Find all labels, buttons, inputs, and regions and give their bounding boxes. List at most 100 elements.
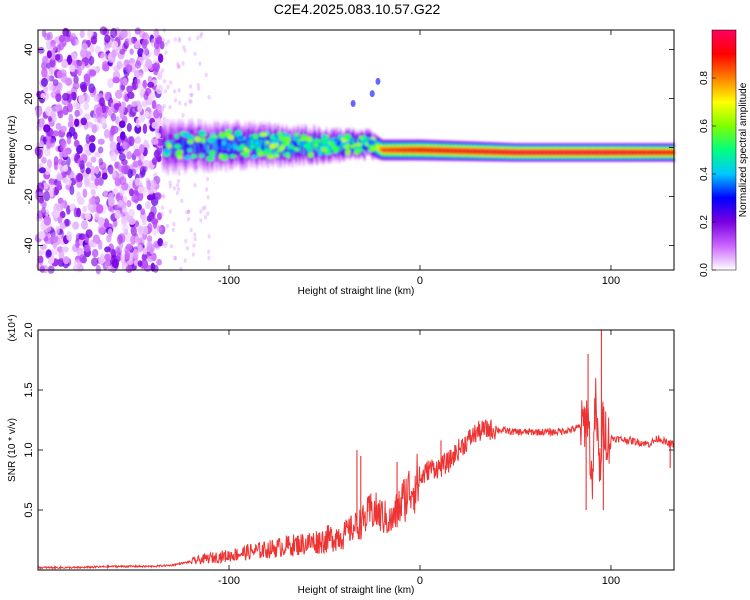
signal-blob: [320, 147, 328, 152]
noise-cell: [38, 167, 47, 174]
noise-cell: [196, 83, 200, 88]
noise-cell: [60, 60, 69, 69]
noise-cell: [50, 248, 58, 256]
noise-cell: [85, 167, 91, 175]
noise-cell: [37, 46, 45, 54]
noise-cell: [38, 190, 45, 200]
noise-cell: [45, 249, 52, 258]
signal-blob: [360, 138, 367, 145]
noise-cell: [43, 124, 51, 133]
noise-cell: [89, 44, 95, 53]
signal-blob: [354, 142, 363, 147]
noise-cell: [187, 209, 191, 214]
signal-cell: [181, 141, 184, 150]
noise-cell: [46, 159, 53, 169]
signal-cell: [588, 150, 590, 155]
noise-cell: [145, 201, 151, 210]
signal-cell: [666, 150, 668, 155]
signal-cell: [342, 143, 344, 150]
noise-cell: [130, 235, 136, 246]
signal-cell: [596, 150, 599, 155]
signal-cell: [415, 147, 417, 153]
signal-cell: [538, 150, 540, 155]
signal-cell: [610, 150, 612, 155]
signal-cell: [611, 150, 613, 155]
x-tick-label: 0: [417, 275, 423, 287]
signal-cell: [391, 147, 393, 153]
noise-cell: [93, 94, 99, 102]
noise-cell: [107, 196, 115, 207]
signal-cell: [429, 147, 431, 153]
noise-cell: [161, 242, 165, 247]
signal-cell: [582, 150, 585, 155]
noise-cell: [119, 48, 126, 55]
noise-cell: [115, 245, 121, 255]
signal-cell: [173, 139, 176, 149]
signal-cell: [447, 148, 450, 154]
signal-cell: [590, 150, 593, 155]
signal-cell: [535, 150, 538, 155]
noise-cell: [189, 92, 193, 98]
signal-blob: [371, 146, 377, 151]
snr-y-axis: 0.5 1.0 1.5 2.0: [23, 322, 674, 518]
signal-cell: [179, 140, 181, 150]
spectrogram-panel: -100 0 100 40 20 0 -20 -40 Height of straight …: [7, 26, 675, 297]
noise-cell: [109, 248, 117, 256]
noise-cell: [116, 234, 123, 245]
signal-cell: [563, 150, 565, 155]
noise-cell: [78, 233, 86, 240]
noise-cell: [104, 253, 111, 261]
signal-cell: [478, 149, 480, 154]
signal-cell: [612, 150, 615, 155]
signal-cell: [529, 150, 532, 155]
signal-cell: [643, 150, 645, 155]
noise-cell: [118, 120, 126, 129]
noise-cell: [189, 99, 193, 104]
noise-cell: [126, 85, 134, 93]
noise-cell: [134, 40, 140, 49]
noise-cell: [163, 79, 167, 84]
signal-cell: [162, 142, 164, 152]
signal-cell: [287, 142, 289, 151]
signal-cell: [407, 147, 409, 153]
noise-cell: [103, 128, 111, 139]
noise-cell: [153, 47, 161, 56]
noise-cell: [35, 106, 43, 117]
signal-cell: [499, 149, 501, 155]
noise-cell: [57, 216, 63, 224]
signal-cell: [565, 150, 568, 155]
noise-cell: [89, 135, 96, 143]
snr-x-axis-label: Height of straight line (km): [298, 585, 415, 596]
noise-cell: [94, 177, 100, 187]
signal-cell: [422, 147, 424, 153]
noise-cell: [154, 192, 162, 200]
signal-blob: [254, 140, 260, 147]
signal-blob: [281, 132, 288, 137]
noise-cell: [69, 184, 75, 196]
noise-cell: [46, 50, 52, 59]
signal-cell: [593, 150, 595, 155]
noise-cell: [102, 63, 110, 72]
signal-cell: [524, 150, 526, 155]
signal-blob: [207, 137, 215, 144]
noise-cell: [160, 212, 164, 217]
noise-cell: [75, 240, 80, 249]
signal-cell: [197, 138, 200, 148]
noise-cell: [184, 238, 188, 244]
noise-cell: [142, 123, 148, 134]
signal-cell: [463, 148, 466, 154]
x-tick-label: 100: [602, 575, 620, 587]
signal-cell: [414, 147, 416, 153]
signal-cell: [462, 148, 464, 154]
noise-cell: [68, 126, 76, 137]
signal-cell: [641, 150, 643, 155]
noise-cell: [150, 179, 157, 189]
signal-blob: [321, 133, 327, 140]
noise-cell: [74, 109, 80, 118]
signal-cell: [234, 138, 236, 147]
signal-cell: [629, 150, 632, 155]
signal-cell: [495, 149, 498, 155]
noise-cell: [88, 182, 96, 189]
signal-blob: [299, 140, 305, 147]
signal-cell: [609, 150, 611, 155]
